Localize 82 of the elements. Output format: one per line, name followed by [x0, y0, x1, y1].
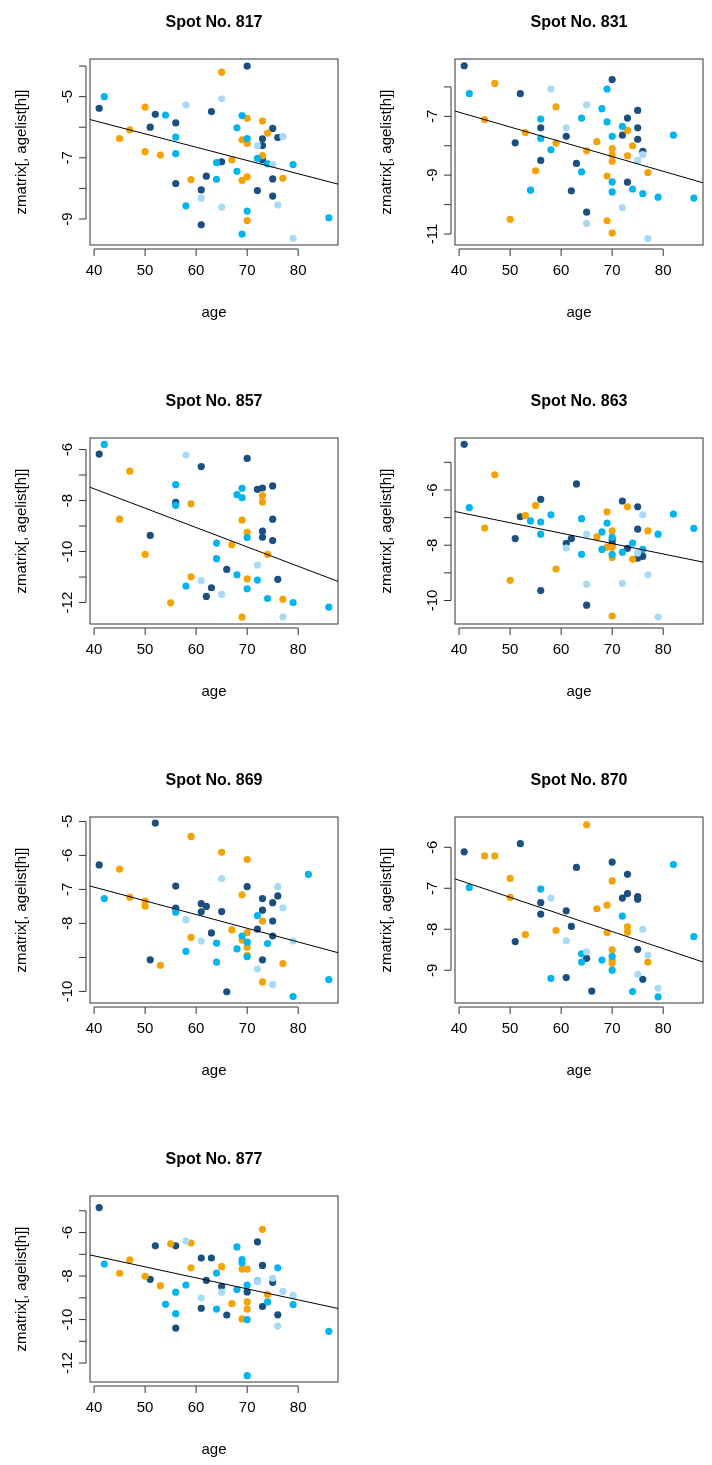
x-tick-label: 60 — [187, 261, 205, 278]
x-axis-title: age — [201, 1061, 227, 1078]
x-axis-title: age — [566, 1061, 592, 1078]
y-axis-title: zmatrix[, agelist[h]] — [377, 847, 394, 973]
x-tick-label: 40 — [85, 640, 103, 657]
y-tick-label: -7 — [423, 109, 440, 124]
chart-title: Spot No. 863 — [530, 392, 628, 409]
chart-title: Spot No. 869 — [165, 771, 263, 788]
y-tick-label: -8 — [58, 493, 75, 508]
x-tick-label: 40 — [85, 1019, 103, 1036]
x-tick-label: 80 — [289, 261, 307, 278]
x-tick-label: 50 — [501, 261, 519, 278]
y-tick-label: -10 — [58, 540, 75, 563]
x-tick-label: 60 — [187, 1019, 205, 1036]
y-tick-label: -12 — [58, 591, 75, 614]
x-tick-label: 70 — [238, 640, 256, 657]
x-tick-label: 50 — [501, 1019, 519, 1036]
y-tick-label: -6 — [423, 483, 440, 497]
x-tick-label: 40 — [85, 1398, 103, 1415]
y-tick-label: -11 — [423, 223, 440, 245]
chart-title: Spot No. 870 — [530, 771, 628, 788]
y-tick-label: -6 — [58, 848, 75, 863]
x-tick-label: 70 — [603, 640, 621, 657]
x-axis-title: age — [566, 303, 592, 320]
x-tick-label: 40 — [85, 261, 103, 278]
y-tick-label: -9 — [423, 963, 440, 977]
x-tick-label: 40 — [450, 640, 468, 657]
x-tick-label: 50 — [136, 640, 154, 657]
x-tick-label: 70 — [238, 261, 256, 278]
y-tick-label: -12 — [58, 1352, 75, 1374]
chart-title: Spot No. 817 — [165, 13, 263, 30]
x-axis-title: age — [201, 682, 227, 699]
x-tick-label: 70 — [238, 1398, 256, 1415]
y-tick-label: -5 — [58, 89, 75, 104]
x-axis-title: age — [566, 682, 592, 699]
y-axis-title: zmatrix[, agelist[h]] — [12, 89, 29, 215]
y-tick-label: -8 — [58, 1269, 75, 1283]
chart-title: Spot No. 831 — [530, 13, 628, 30]
x-tick-label: 70 — [603, 261, 621, 278]
y-tick-label: -8 — [58, 916, 75, 931]
chart-title: Spot No. 877 — [165, 1150, 263, 1167]
x-tick-label: 60 — [552, 261, 570, 278]
y-axis-title: zmatrix[, agelist[h]] — [377, 89, 394, 215]
x-tick-label: 80 — [654, 640, 672, 657]
y-tick-label: -10 — [58, 980, 75, 1003]
x-tick-label: 80 — [654, 261, 672, 278]
y-axis-title: zmatrix[, agelist[h]] — [12, 468, 29, 594]
y-tick-label: -6 — [423, 840, 440, 854]
x-tick-label: 50 — [136, 1019, 154, 1036]
x-axis-title: age — [201, 1440, 227, 1457]
y-tick-label: -7 — [58, 882, 75, 897]
x-tick-label: 80 — [289, 1019, 307, 1036]
x-tick-label: 60 — [187, 640, 205, 657]
y-tick-label: -8 — [423, 538, 440, 552]
y-tick-label: -7 — [423, 881, 440, 895]
x-tick-label: 80 — [654, 1019, 672, 1036]
x-tick-label: 80 — [289, 640, 307, 657]
y-tick-label: -7 — [58, 151, 75, 165]
y-axis-title: zmatrix[, agelist[h]] — [12, 847, 29, 973]
y-tick-label: -5 — [58, 814, 75, 829]
chart-title: Spot No. 857 — [165, 392, 263, 409]
x-tick-label: 70 — [603, 1019, 621, 1036]
y-tick-label: -10 — [423, 589, 440, 612]
y-tick-label: -6 — [58, 442, 75, 457]
y-tick-label: -8 — [423, 922, 440, 936]
y-axis-title: zmatrix[, agelist[h]] — [12, 1226, 29, 1352]
x-tick-label: 70 — [238, 1019, 256, 1036]
x-tick-label: 60 — [552, 1019, 570, 1036]
x-tick-label: 50 — [136, 1398, 154, 1415]
x-tick-label: 80 — [289, 1398, 307, 1415]
y-tick-label: -9 — [423, 168, 440, 182]
x-tick-label: 60 — [187, 1398, 205, 1415]
x-tick-label: 40 — [450, 1019, 468, 1036]
x-tick-label: 50 — [501, 640, 519, 657]
x-tick-label: 40 — [450, 261, 468, 278]
x-tick-label: 60 — [552, 640, 570, 657]
x-axis-title: age — [201, 303, 227, 320]
y-tick-label: -9 — [58, 212, 75, 226]
y-tick-label: -6 — [58, 1225, 75, 1240]
x-tick-label: 50 — [136, 261, 154, 278]
y-axis-title: zmatrix[, agelist[h]] — [377, 468, 394, 594]
y-tick-label: -10 — [58, 1308, 75, 1331]
